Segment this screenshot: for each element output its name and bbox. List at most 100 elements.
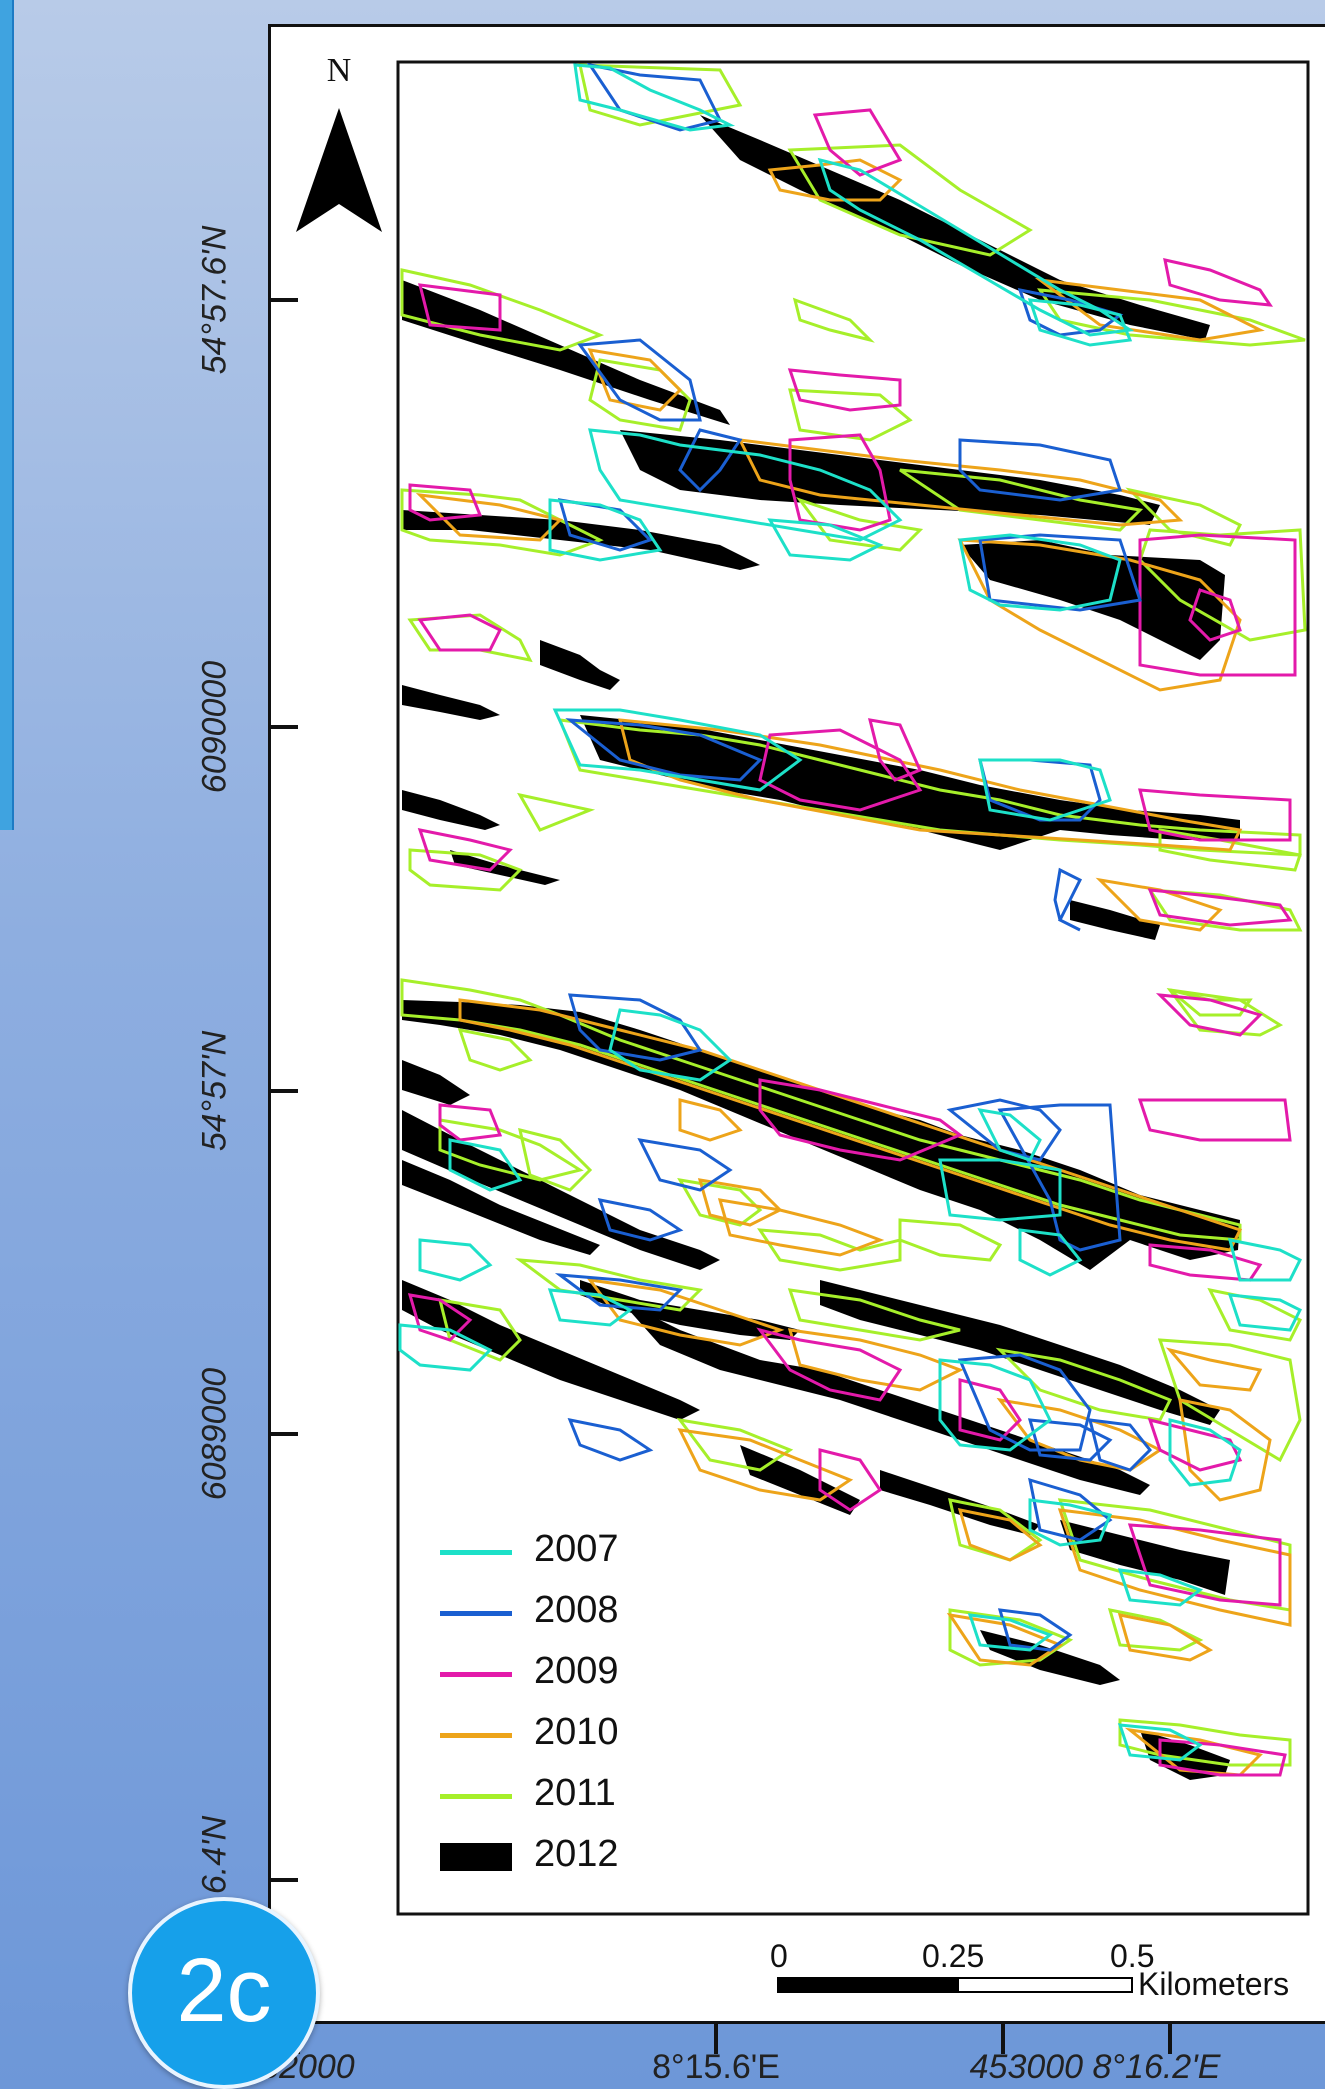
outline-2007 xyxy=(548,498,663,562)
outline-2010 xyxy=(587,348,683,412)
outline-2011 xyxy=(1166,988,1284,1037)
outline-2008 xyxy=(1017,288,1124,337)
outline-2007 xyxy=(1227,1238,1303,1282)
outline-2009 xyxy=(958,1378,1022,1442)
legend-swatch-fill xyxy=(440,1843,512,1871)
outline-2009 xyxy=(756,1327,903,1402)
x-axis-label-lon-left: 8°15.6'E xyxy=(652,2048,780,2086)
outline-2011 xyxy=(518,1127,593,1192)
outline-2011 xyxy=(437,1298,522,1362)
outline-2009 xyxy=(417,613,503,652)
outline-2008 xyxy=(597,1198,684,1242)
outline-2010 xyxy=(1178,1398,1272,1502)
outline-2009 xyxy=(407,1293,473,1342)
outline-2009 xyxy=(758,1078,963,1162)
outline-2008 xyxy=(577,338,702,422)
outline-2007 xyxy=(767,518,884,562)
outline-2007 xyxy=(608,1008,733,1082)
outline-2009 xyxy=(1188,588,1242,642)
outline-2009 xyxy=(812,108,903,177)
outline-2007 xyxy=(547,1288,633,1327)
y-axis-label-northing-top: 6090000 xyxy=(195,660,234,794)
y-axis-label-lat-mid: 54°57'N xyxy=(195,1030,234,1152)
outline-2011 xyxy=(1147,888,1303,932)
feature-2012 xyxy=(402,1110,720,1270)
outline-2009 xyxy=(1147,1417,1243,1472)
outline-2011 xyxy=(1037,288,1306,347)
feature-2012 xyxy=(402,685,500,720)
scale-tick-05: 0.5 xyxy=(1110,1938,1155,1974)
outline-2010 xyxy=(1034,277,1265,342)
outline-2008 xyxy=(957,1353,1092,1452)
outline-2007 xyxy=(977,1108,1042,1162)
outline-2007 xyxy=(398,1323,493,1372)
outline-2008 xyxy=(1053,867,1083,932)
outline-2008 xyxy=(997,1103,1122,1252)
outline-2007-layer xyxy=(398,63,1303,1762)
outline-2007 xyxy=(552,708,803,792)
feature-2012 xyxy=(402,1160,600,1255)
outline-2009 xyxy=(788,433,892,532)
outline-2008 xyxy=(997,1608,1073,1652)
figure-badge: 2c xyxy=(128,1897,320,2089)
feature-2012 xyxy=(620,1300,1150,1495)
outline-2007 xyxy=(1117,1568,1204,1607)
outline-2011 xyxy=(787,143,1033,257)
outline-2007 xyxy=(938,1358,1052,1452)
outline-2011 xyxy=(457,1028,533,1072)
outline-2011 xyxy=(995,1347,1173,1422)
outline-2010 xyxy=(697,1178,783,1227)
feature-2012 xyxy=(960,540,1225,660)
feature-2012 xyxy=(402,280,730,425)
outline-2009 xyxy=(787,368,902,412)
outline-2008 xyxy=(567,1417,654,1462)
y-axis-label-lat-top: 54°57.6'N xyxy=(195,225,234,375)
outline-2010 xyxy=(1095,877,1223,932)
feature-2012 xyxy=(1070,900,1160,940)
outline-2009 xyxy=(758,728,923,812)
outline-2010 xyxy=(957,538,1242,692)
outline-2008 xyxy=(678,428,743,493)
feature-2012 xyxy=(980,1630,1120,1685)
outline-2008 xyxy=(958,438,1122,502)
outline-2010 xyxy=(946,1612,1064,1667)
legend-label: 2012 xyxy=(534,1833,619,1875)
outline-2008 xyxy=(1027,1418,1113,1462)
x-axis-label-easting-lon-right: 453000 8°16.2'E xyxy=(969,2048,1221,2086)
feature-2012 xyxy=(402,510,760,570)
outline-2008 xyxy=(554,1273,684,1312)
outline-2010 xyxy=(677,1428,854,1502)
outline-2011 xyxy=(676,1417,794,1472)
outline-2007 xyxy=(573,63,736,132)
legend-swatch-line xyxy=(440,1794,512,1799)
legend-swatch-line xyxy=(440,1733,512,1738)
feature-2012 xyxy=(402,1060,470,1105)
outline-2009 xyxy=(1163,258,1274,307)
outline-2011 xyxy=(1118,1718,1292,1767)
outline-2011 xyxy=(1107,1608,1204,1652)
outline-2011 xyxy=(757,1228,902,1272)
legend-label: 2008 xyxy=(534,1589,619,1631)
outline-2010 xyxy=(767,158,903,202)
y-axis-label-northing-bottom: 6089000 xyxy=(195,1367,234,1501)
legend-label: 2007 xyxy=(534,1528,619,1570)
legend-label: 2010 xyxy=(534,1711,619,1753)
outline-2010 xyxy=(717,1198,885,1257)
feature-2012 xyxy=(1060,1520,1230,1595)
legend-label: 2011 xyxy=(534,1772,616,1814)
outline-2011 xyxy=(948,1498,1043,1562)
outline-2007 xyxy=(448,1138,523,1192)
outline-2009 xyxy=(1147,888,1293,927)
outline-2007 xyxy=(418,1238,493,1282)
outline-2007 xyxy=(1028,1498,1113,1547)
outline-2011 xyxy=(400,488,604,557)
outline-2011 xyxy=(517,792,596,832)
outline-2009 xyxy=(1138,788,1292,842)
outline-2009 xyxy=(438,1103,503,1142)
outline-2010 xyxy=(458,998,1243,1252)
scale-unit: Kilometers xyxy=(1138,1966,1290,2002)
outline-2010 xyxy=(996,1397,1163,1472)
outline-2011 xyxy=(407,613,533,663)
outline-2011 xyxy=(787,1288,961,1342)
